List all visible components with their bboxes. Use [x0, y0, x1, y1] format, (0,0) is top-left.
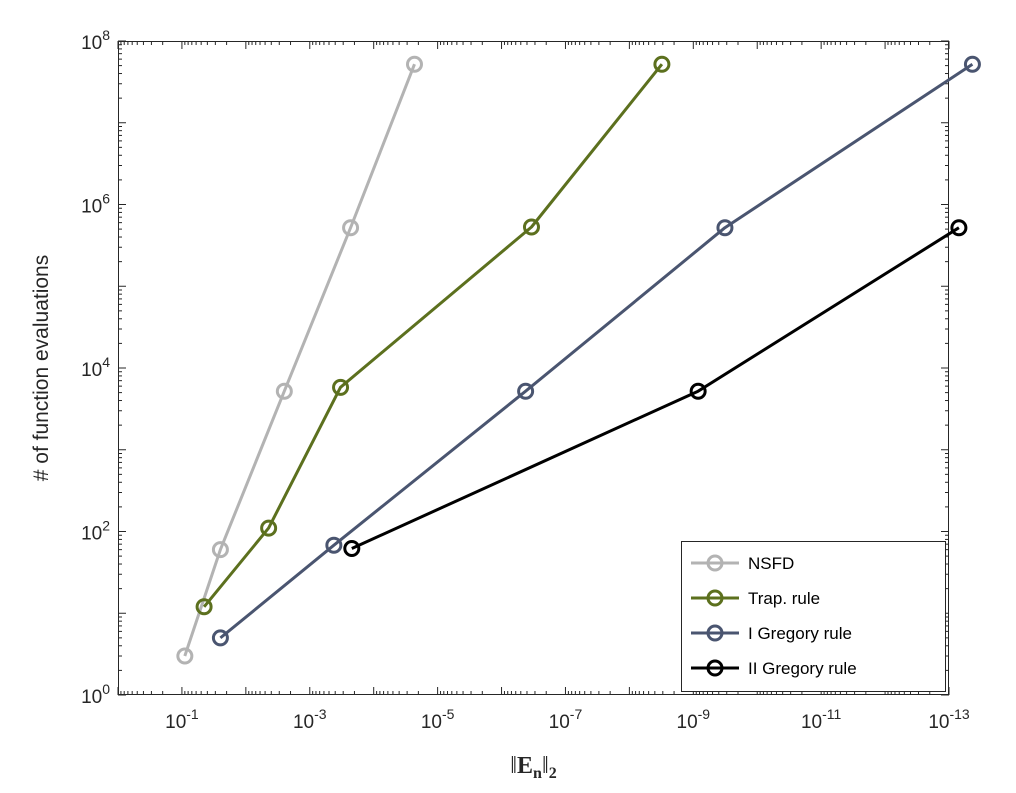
x-tick-label: 10-13 [928, 706, 970, 733]
legend: NSFD Trap. rule I Gregory rule II Gregory r… [681, 541, 946, 692]
data-point [275, 382, 293, 400]
x-tick-label: 10-1 [165, 706, 199, 733]
data-point [176, 647, 194, 665]
series-line [183, 63, 416, 657]
series-line [219, 62, 974, 640]
x-tick-label: 10-11 [801, 706, 842, 733]
x-axis-label-sub: n [533, 765, 542, 782]
data-point [716, 219, 734, 237]
y-tick-label: 100 [81, 681, 110, 708]
data-point [963, 55, 981, 73]
y-tick-label: 108 [81, 27, 110, 54]
series-trap-rule [195, 55, 671, 616]
data-point [260, 519, 278, 537]
y-axis-label: # of function evaluations [30, 255, 53, 482]
data-point [689, 382, 707, 400]
legend-swatch-marker [706, 589, 724, 607]
data-point [211, 629, 229, 647]
legend-item: NSFD [691, 554, 794, 573]
x-axis-label-main: E [517, 753, 533, 779]
series-layer [176, 55, 981, 665]
y-tick-label: 106 [81, 191, 110, 218]
legend-label: I Gregory rule [748, 624, 852, 643]
series-line [351, 226, 960, 550]
x-tick-label: 10-7 [549, 706, 583, 733]
series-line [202, 63, 664, 608]
data-point [653, 55, 671, 73]
data-point [517, 382, 535, 400]
axes-box [118, 41, 949, 695]
series-nsfd [176, 55, 423, 665]
legend-label: Trap. rule [748, 589, 820, 608]
data-point [405, 55, 423, 73]
y-tick-label: 104 [81, 354, 110, 381]
data-point [343, 539, 361, 557]
series-i-gregory-rule [211, 55, 981, 647]
series-ii-gregory-rule [343, 219, 968, 557]
y-tick-labels: 100 102 104 106 108 [81, 27, 110, 708]
data-point [211, 541, 229, 559]
legend-label: II Gregory rule [748, 659, 857, 678]
data-point [325, 536, 343, 554]
legend-item: Trap. rule [691, 589, 820, 608]
x-tick-label: 10-9 [677, 706, 711, 733]
legend-swatch-marker [706, 554, 724, 572]
legend-swatch-marker [706, 659, 724, 677]
data-point [195, 598, 213, 616]
y-tick-label: 102 [81, 518, 110, 545]
x-axis-label-norm-left: ‖ [510, 753, 517, 779]
legend-swatch-marker [706, 624, 724, 642]
x-tick-label: 10-5 [421, 706, 455, 733]
x-axis-label-sub2: 2 [549, 765, 557, 782]
data-point [332, 378, 350, 396]
x-tick-labels: 10-1 10-3 10-5 10-7 10-9 10-11 10-13 [165, 706, 970, 733]
x-tick-label: 10-3 [293, 706, 327, 733]
data-point [342, 219, 360, 237]
data-point [522, 218, 540, 236]
data-point [950, 219, 968, 237]
x-axis-label: ‖En‖2 [510, 753, 556, 782]
x-axis-label-norm-right: ‖ [542, 753, 549, 779]
legend-item: I Gregory rule [691, 624, 852, 643]
legend-label: NSFD [748, 554, 794, 573]
legend-item: II Gregory rule [691, 659, 857, 678]
